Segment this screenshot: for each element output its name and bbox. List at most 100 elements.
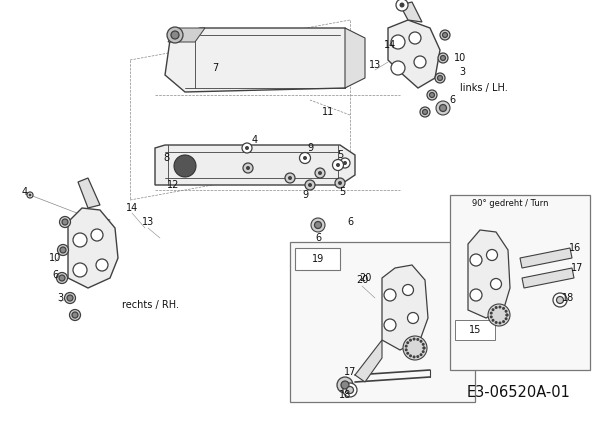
Text: 6: 6 xyxy=(347,217,353,227)
Circle shape xyxy=(435,73,445,83)
Circle shape xyxy=(347,387,353,393)
Circle shape xyxy=(59,275,65,281)
Circle shape xyxy=(416,355,419,358)
Circle shape xyxy=(488,304,510,326)
Circle shape xyxy=(557,296,563,304)
Circle shape xyxy=(499,306,502,309)
Circle shape xyxy=(336,163,340,167)
Circle shape xyxy=(413,355,416,358)
Text: 11: 11 xyxy=(322,107,334,117)
Circle shape xyxy=(502,320,505,323)
Circle shape xyxy=(299,153,311,164)
Circle shape xyxy=(314,221,322,229)
Polygon shape xyxy=(520,248,572,268)
Circle shape xyxy=(422,343,425,346)
Text: 19: 19 xyxy=(312,254,324,264)
Circle shape xyxy=(167,27,183,43)
Circle shape xyxy=(73,263,87,277)
Text: E3-06520A-01: E3-06520A-01 xyxy=(467,385,571,400)
Polygon shape xyxy=(522,268,574,288)
Circle shape xyxy=(403,285,413,296)
Circle shape xyxy=(332,159,343,170)
Circle shape xyxy=(409,32,421,44)
Circle shape xyxy=(404,349,407,351)
Circle shape xyxy=(553,293,567,307)
Circle shape xyxy=(505,313,509,316)
Circle shape xyxy=(494,306,497,309)
Circle shape xyxy=(430,92,434,98)
Text: 18: 18 xyxy=(339,390,351,400)
Text: 4: 4 xyxy=(252,135,258,145)
Circle shape xyxy=(502,307,505,310)
Circle shape xyxy=(422,346,425,349)
Circle shape xyxy=(422,346,425,349)
Bar xyxy=(450,195,590,370)
Text: 13: 13 xyxy=(142,217,154,227)
Circle shape xyxy=(416,338,419,341)
Text: 7: 7 xyxy=(212,63,218,73)
Circle shape xyxy=(437,75,443,81)
Polygon shape xyxy=(400,2,422,22)
Circle shape xyxy=(285,173,295,183)
Circle shape xyxy=(70,310,80,321)
Polygon shape xyxy=(355,340,382,382)
Text: 14: 14 xyxy=(384,40,396,50)
Circle shape xyxy=(439,104,446,112)
Text: 6: 6 xyxy=(449,95,455,105)
Bar xyxy=(290,242,475,402)
Text: 8: 8 xyxy=(163,153,169,163)
Text: 90° gedreht / Turn: 90° gedreht / Turn xyxy=(472,198,548,207)
Circle shape xyxy=(59,217,71,228)
Circle shape xyxy=(62,219,68,225)
Circle shape xyxy=(494,321,497,324)
Circle shape xyxy=(422,109,427,114)
Circle shape xyxy=(403,336,427,360)
Circle shape xyxy=(490,312,493,315)
Circle shape xyxy=(60,247,66,253)
Text: 16: 16 xyxy=(569,243,581,253)
Text: 20: 20 xyxy=(359,273,371,283)
Circle shape xyxy=(96,259,108,271)
Text: 9: 9 xyxy=(307,143,313,153)
Text: 6: 6 xyxy=(315,233,321,243)
Circle shape xyxy=(470,254,482,266)
Circle shape xyxy=(409,339,412,342)
Text: 10: 10 xyxy=(49,253,61,263)
Circle shape xyxy=(384,289,396,301)
Circle shape xyxy=(341,381,349,389)
Circle shape xyxy=(440,56,445,61)
Circle shape xyxy=(490,315,493,318)
Circle shape xyxy=(491,279,502,290)
Circle shape xyxy=(391,61,405,75)
Bar xyxy=(295,248,340,270)
Text: 5: 5 xyxy=(339,187,345,197)
Circle shape xyxy=(337,377,353,393)
Circle shape xyxy=(311,218,325,232)
Text: 12: 12 xyxy=(167,180,179,190)
Polygon shape xyxy=(165,28,360,92)
Circle shape xyxy=(67,295,73,301)
Polygon shape xyxy=(382,265,428,350)
Circle shape xyxy=(407,312,419,324)
Text: 14: 14 xyxy=(126,203,138,213)
Circle shape xyxy=(499,321,502,324)
Text: 4: 4 xyxy=(22,187,28,197)
Circle shape xyxy=(338,181,342,185)
Circle shape xyxy=(404,345,407,348)
Circle shape xyxy=(318,171,322,175)
Circle shape xyxy=(400,3,404,8)
Circle shape xyxy=(505,317,508,320)
Circle shape xyxy=(505,310,508,313)
Circle shape xyxy=(58,245,68,256)
Circle shape xyxy=(174,155,196,177)
Circle shape xyxy=(56,273,67,284)
Circle shape xyxy=(427,90,437,100)
Circle shape xyxy=(303,156,307,160)
Circle shape xyxy=(305,180,315,190)
Text: 18: 18 xyxy=(562,293,574,303)
Polygon shape xyxy=(68,208,118,288)
Circle shape xyxy=(414,56,426,68)
Circle shape xyxy=(438,53,448,63)
Polygon shape xyxy=(168,28,205,42)
Circle shape xyxy=(413,338,416,340)
